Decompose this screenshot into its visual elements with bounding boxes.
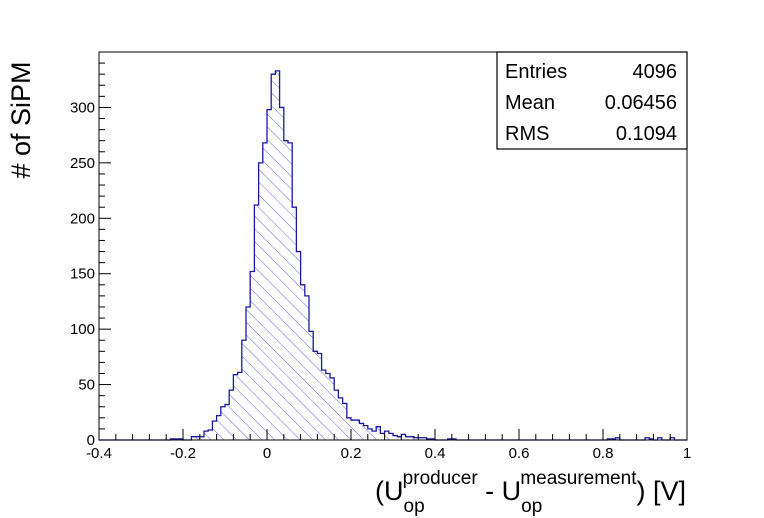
x-tick-label: 1 <box>683 445 691 462</box>
histogram-bar <box>300 284 306 440</box>
histogram-bar <box>645 437 650 440</box>
histogram-bar <box>288 142 293 440</box>
histogram-bar <box>363 425 369 440</box>
histogram-bar <box>267 109 272 441</box>
x-tick-label: 0.2 <box>341 445 362 462</box>
y-tick-label: 200 <box>70 210 95 227</box>
histogram-bar <box>292 207 297 440</box>
histogram-bar <box>220 406 226 440</box>
stats-mean-label: Mean <box>505 92 555 114</box>
x-axis-title: (Uopproducer - Uopmeasurement) [V] <box>375 468 686 517</box>
histogram-bar <box>283 140 289 440</box>
histogram-bar <box>229 390 234 440</box>
histogram-bar <box>199 436 205 440</box>
histogram-bar <box>657 437 663 440</box>
stats-mean-value: 0.06456 <box>605 92 677 114</box>
histogram-bar <box>367 428 373 440</box>
histogram-bar <box>405 436 411 440</box>
x-tick-label: -0.4 <box>86 445 112 462</box>
histogram-bar <box>670 437 675 440</box>
histogram-bar <box>393 435 398 440</box>
histogram-bar <box>325 373 331 440</box>
histogram-bars <box>170 70 675 441</box>
stats-entries-value: 4096 <box>633 61 678 83</box>
x-axis-title-sub1: op <box>404 496 425 517</box>
histogram-bar <box>233 374 238 440</box>
histogram-bar <box>321 370 327 440</box>
stats-box-frame <box>496 51 688 150</box>
histogram-bar <box>376 426 381 440</box>
histogram-bar <box>342 403 348 440</box>
histogram-bar <box>418 437 423 440</box>
histogram-bar <box>372 431 377 440</box>
x-tick-label: 0 <box>263 445 271 462</box>
histogram-bar <box>384 431 390 440</box>
histogram-bar <box>237 372 243 440</box>
histogram-bar <box>208 430 213 440</box>
histogram-bar <box>422 437 427 440</box>
histogram-bar <box>397 436 402 440</box>
x-axis-title-middle: - U <box>478 476 522 506</box>
x-axis-ticks: -0.4 -0.2 0 0.2 0.4 0.6 0.8 1 <box>86 429 691 462</box>
stats-rms-label: RMS <box>505 123 549 145</box>
histogram-bar <box>262 142 268 440</box>
histogram-bar <box>338 397 343 440</box>
y-axis-title: # of SiPM <box>6 61 36 178</box>
histogram-bar <box>409 436 415 440</box>
histogram-bar <box>250 271 255 440</box>
stats-entries-label: Entries <box>505 61 567 83</box>
histogram-bar <box>279 107 285 441</box>
histogram-bar <box>195 436 201 440</box>
x-axis-title-sub2: op <box>521 496 542 517</box>
histogram-bar <box>212 421 217 440</box>
x-axis-title-prefix: (U <box>375 476 404 506</box>
y-tick-label: 300 <box>70 99 95 116</box>
histogram-bar <box>351 420 356 440</box>
histogram-bar <box>254 204 259 440</box>
histogram-bar <box>313 351 318 440</box>
x-tick-label: 0.8 <box>593 445 614 462</box>
y-tick-label: 100 <box>70 321 95 338</box>
histogram-bar <box>275 70 280 440</box>
histogram-bar <box>334 390 339 440</box>
histogram-bar <box>401 434 406 440</box>
histogram-bar <box>216 415 222 440</box>
y-tick-label: 250 <box>70 155 95 172</box>
histogram-bar <box>246 306 251 440</box>
x-axis-title-sup2: measurement <box>520 468 637 489</box>
stats-box: Entries 4096 Mean 0.06456 RMS 0.1094 <box>496 51 688 150</box>
histogram-bar <box>309 331 314 440</box>
histogram-bar <box>359 423 364 440</box>
histogram-bar <box>258 162 264 441</box>
histogram-bar <box>317 353 322 440</box>
plot-frame <box>98 51 688 441</box>
histogram-bar <box>304 295 310 440</box>
histogram-bar <box>330 377 335 440</box>
histogram-bar <box>346 417 352 440</box>
x-axis-title-sup1: producer <box>403 468 479 489</box>
histogram-bar <box>388 433 394 440</box>
histogram-bar <box>191 436 196 440</box>
y-axis-ticks: 0 50 100 150 200 250 300 <box>70 51 111 449</box>
histogram-bar <box>271 74 276 441</box>
histogram-bar <box>241 340 247 440</box>
stats-rms-value: 0.1094 <box>616 123 677 145</box>
histogram-bar <box>355 420 360 440</box>
histogram-bar <box>225 404 230 440</box>
histogram-bar <box>204 431 209 440</box>
histogram-bar <box>296 251 301 440</box>
x-tick-label: -0.2 <box>170 445 196 462</box>
x-tick-label: 0.6 <box>509 445 530 462</box>
y-tick-label: 0 <box>87 432 95 449</box>
y-tick-label: 50 <box>78 377 95 394</box>
histogram-bar <box>380 433 385 440</box>
histogram-bar <box>615 437 621 440</box>
x-tick-label: 0.4 <box>425 445 446 462</box>
histogram-bar <box>414 437 419 440</box>
x-axis-title-suffix: ) [V] <box>636 476 686 506</box>
y-tick-label: 150 <box>70 266 95 283</box>
